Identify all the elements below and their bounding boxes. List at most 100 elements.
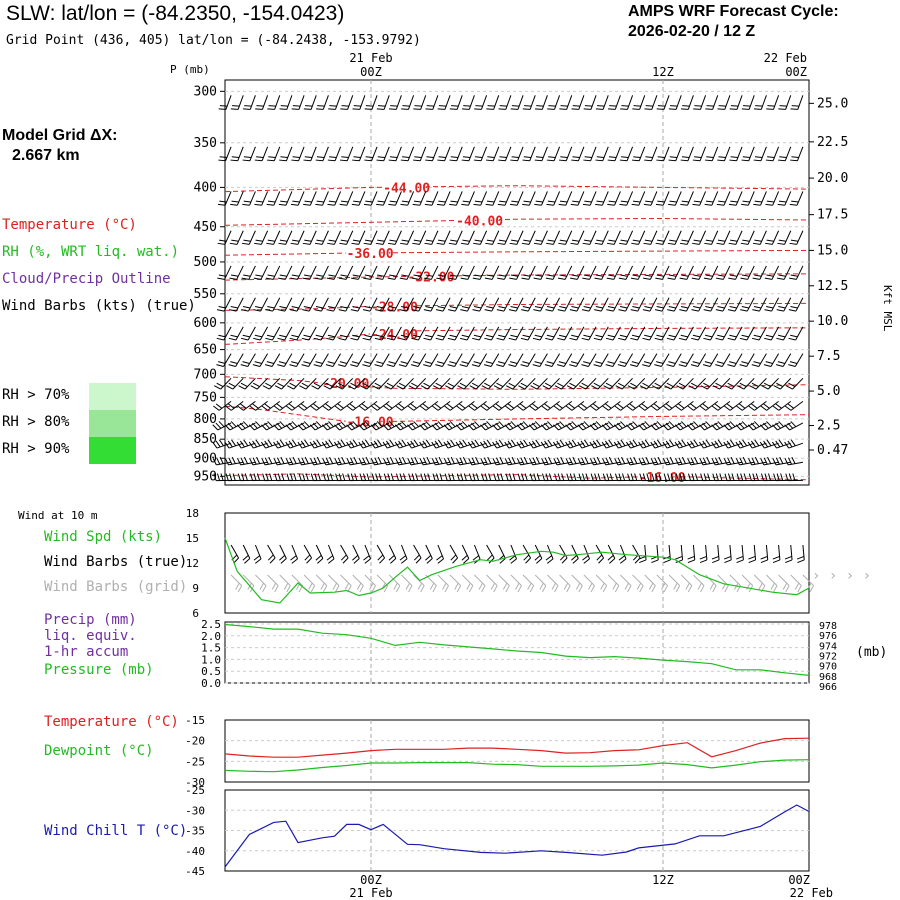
wind-barb: [785, 473, 803, 482]
wind-barb: [679, 297, 694, 312]
wind-barb: [557, 265, 573, 280]
wind-barb: [606, 230, 621, 245]
wind-barb: [313, 326, 329, 341]
wind-barb: [278, 230, 293, 245]
wind-barb: [302, 230, 317, 245]
wind-barb: [420, 377, 439, 390]
wind-barb: [594, 230, 609, 245]
wind-barb-true: [675, 544, 684, 564]
wind-barb: [266, 230, 281, 245]
wind-barb: [413, 95, 427, 110]
wind-barb: [265, 326, 281, 341]
wind-barb: [553, 456, 572, 466]
wind-barb: [785, 377, 804, 390]
wind-barb-grid: [461, 574, 474, 593]
wind-barb: [764, 297, 780, 312]
wind-barb: [717, 95, 731, 110]
wind-barb: [643, 265, 658, 280]
wind-barb: [529, 400, 548, 411]
wind-barb-true: [279, 544, 287, 564]
wind-barb: [217, 191, 232, 206]
wind-barb: [216, 353, 232, 367]
wind-barb: [593, 353, 609, 367]
wind-barb: [474, 95, 488, 110]
wind-barb: [679, 265, 694, 280]
wind-barb: [400, 230, 415, 245]
wind-barb: [277, 326, 293, 341]
wind-barb: [277, 353, 293, 367]
wind-barb: [716, 265, 731, 280]
wind-barb: [777, 230, 792, 245]
wind-barb: [740, 230, 755, 245]
wind-barb-grid: [303, 574, 316, 593]
wind-barb: [602, 400, 621, 411]
windchill-line: [224, 804, 810, 868]
wind-barb: [772, 456, 791, 466]
wind-barb: [376, 146, 390, 162]
wind-barb-true: [290, 544, 298, 564]
wind-barb: [362, 353, 378, 367]
label-precip: Precip (mm): [44, 612, 137, 628]
wind-barb: [412, 230, 427, 245]
wind-barb: [642, 297, 658, 312]
wind-barb: [699, 456, 718, 466]
contour-label-bg: [370, 299, 414, 313]
wind-barb-grid: [668, 574, 681, 593]
wind-barb: [522, 191, 536, 206]
wind-barb: [314, 265, 329, 280]
wind-barb: [723, 456, 743, 466]
wind-barb: [290, 265, 305, 280]
wind-barb: [384, 377, 402, 390]
wind-barb: [630, 265, 646, 280]
wind-barb: [387, 297, 402, 312]
wind-barb: [432, 473, 451, 482]
wind-barb: [240, 326, 256, 341]
wind-barb: [435, 353, 451, 367]
wind-barb: [545, 297, 561, 312]
legend-rh80: RH > 80%: [2, 414, 70, 430]
wind-barb: [291, 146, 305, 162]
wind-barb: [631, 191, 646, 206]
wind-barb: [473, 191, 488, 206]
contour-label: -36.00: [347, 247, 394, 262]
wind-barb: [229, 297, 244, 312]
wind-barb-true: [632, 544, 641, 564]
wind-barb: [326, 265, 342, 280]
wind-barb: [644, 95, 658, 110]
wind-barb: [444, 400, 463, 411]
wind-barb: [412, 146, 427, 162]
wind-barb: [517, 473, 536, 482]
wind-barb: [601, 439, 621, 449]
wind-barb: [456, 456, 475, 466]
wind-barb: [217, 230, 232, 245]
wind-barb: [400, 146, 415, 162]
wind-barb: [650, 456, 670, 466]
wind-barb: [484, 326, 500, 341]
wind-barb: [326, 297, 342, 312]
wind-barb: [579, 377, 597, 390]
wind-barb: [654, 326, 670, 341]
wind-barb: [728, 191, 743, 206]
wind-barb: [273, 456, 293, 466]
wind-barb: [654, 353, 670, 367]
wind-barb: [504, 421, 524, 431]
wind-barb: [723, 400, 743, 411]
pressure-line: [224, 623, 810, 676]
wind-barb: [456, 473, 475, 482]
wind-barb: [703, 297, 719, 312]
wind-barb: [497, 265, 512, 280]
wind-barb: [486, 95, 500, 110]
wind-barb: [534, 146, 548, 162]
wind-barb: [517, 400, 536, 411]
wind-barb: [605, 353, 621, 367]
wind-barb: [638, 456, 658, 466]
wind-barb: [773, 377, 792, 390]
wind-barb: [411, 265, 427, 280]
wind-barb: [508, 326, 524, 341]
wind-barb: [471, 353, 488, 367]
wind-barb: [346, 400, 366, 411]
height-tick-label: 15.0: [817, 243, 848, 258]
wind-barb: [419, 421, 439, 431]
height-tick-label: 0.47: [817, 443, 848, 458]
rh80-swatch: [89, 410, 136, 437]
